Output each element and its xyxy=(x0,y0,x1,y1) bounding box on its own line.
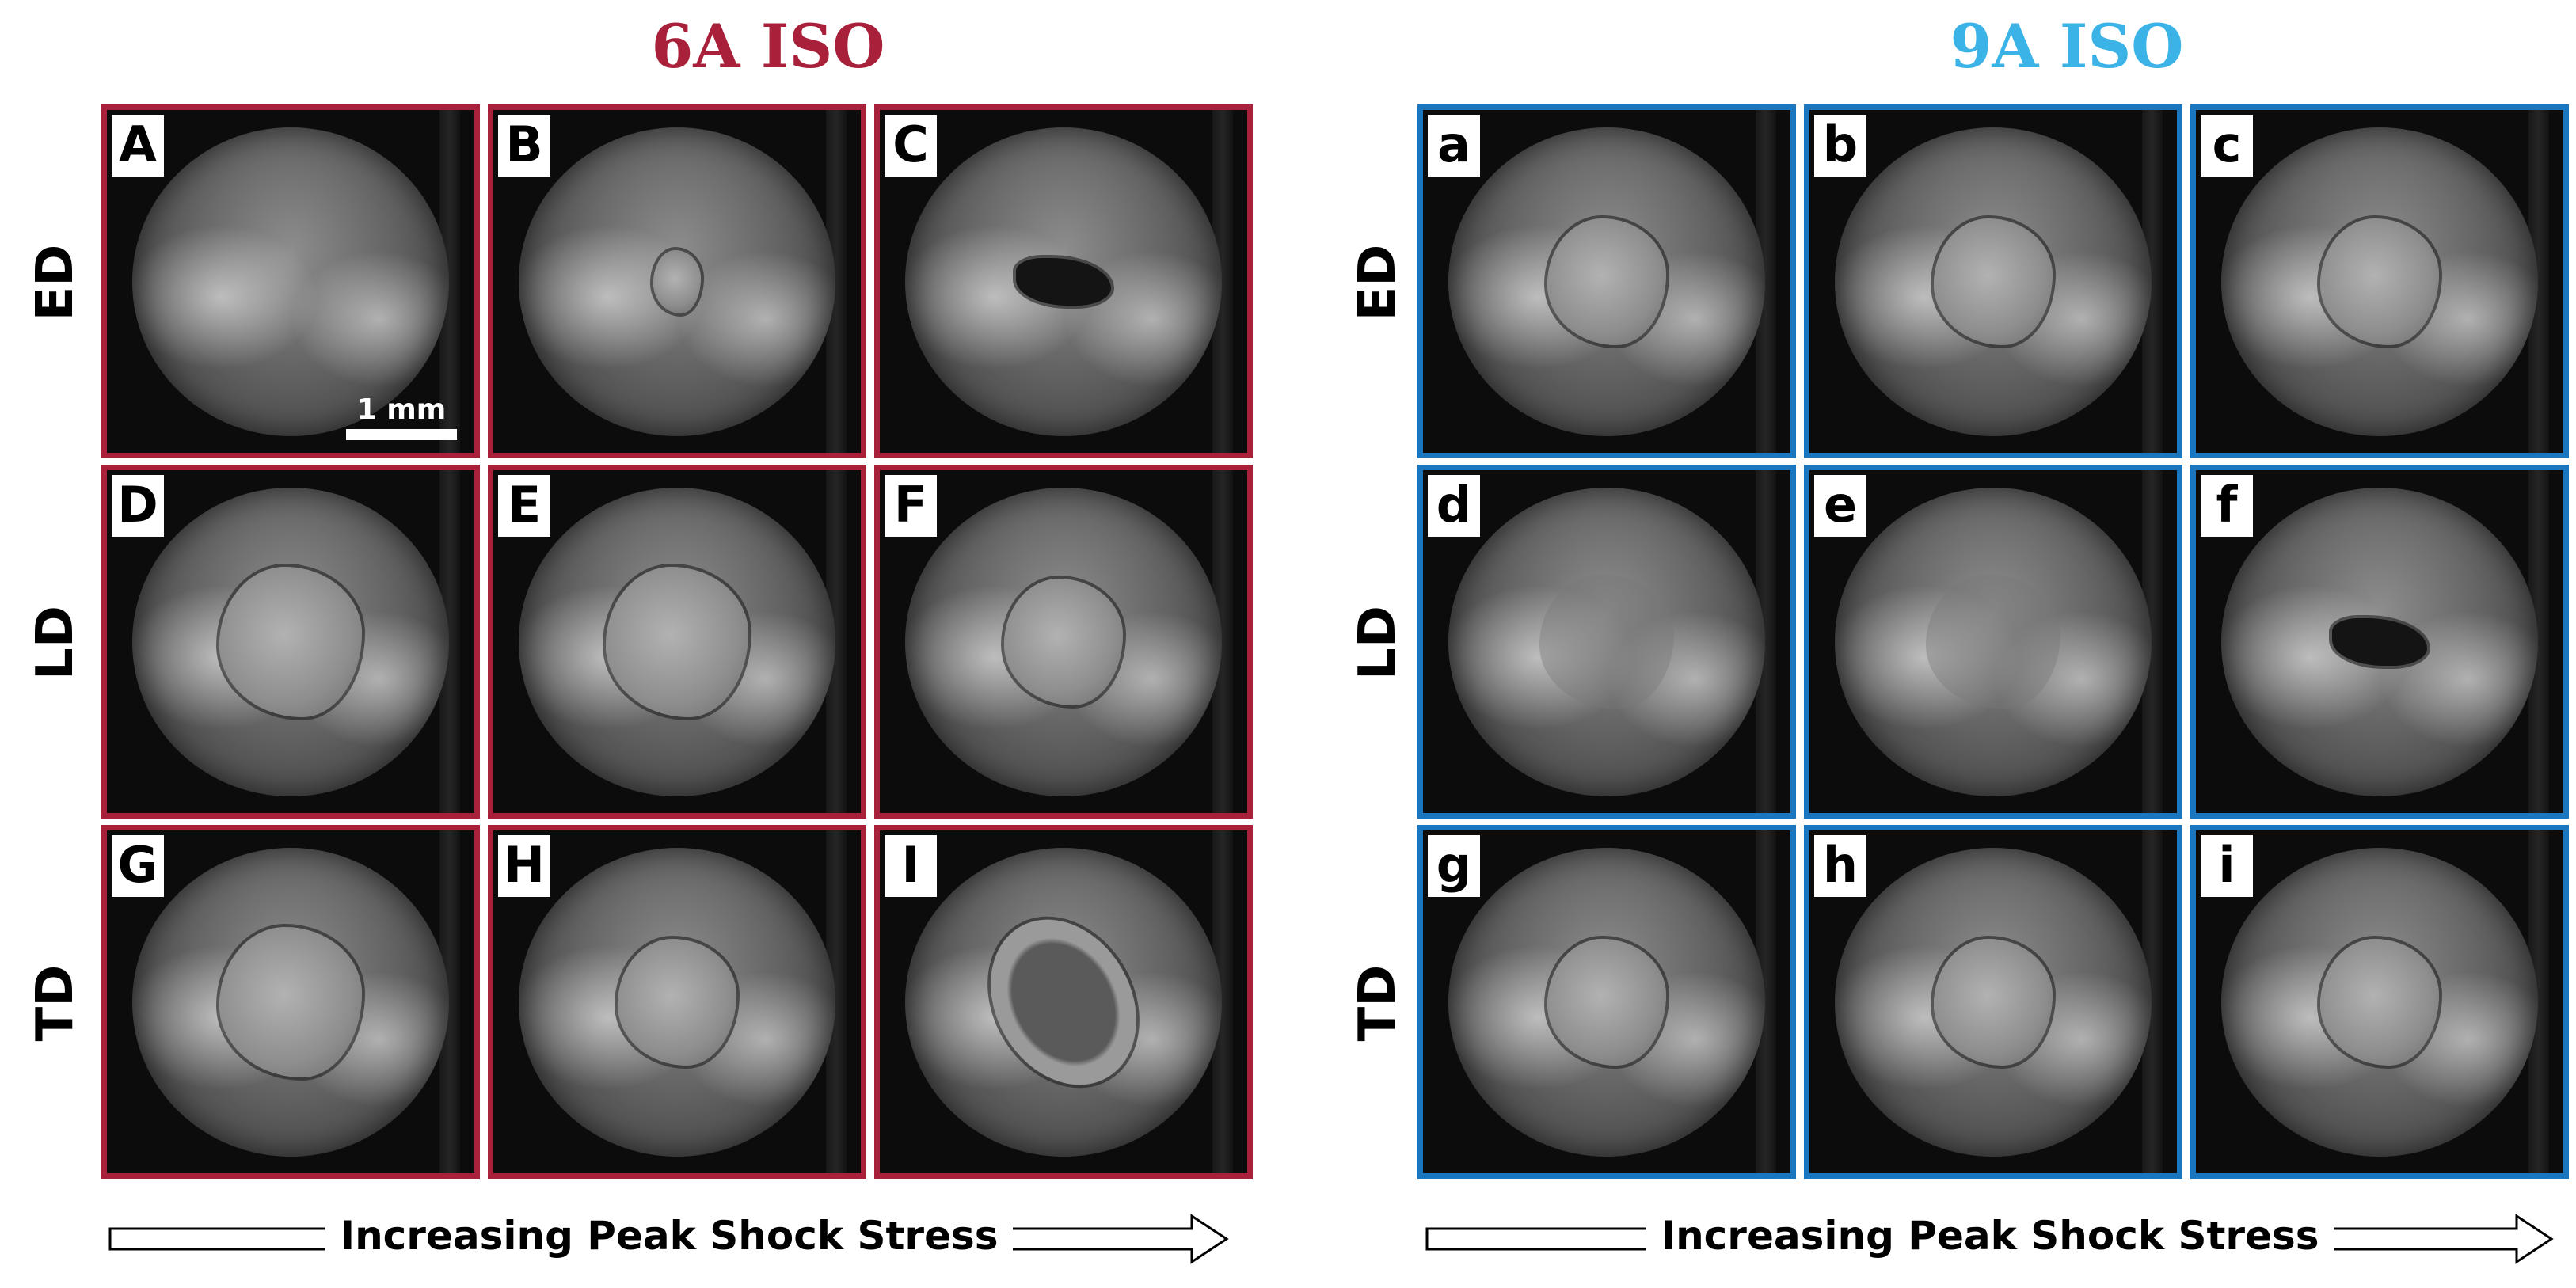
panel-label: G xyxy=(112,835,164,897)
panel-label: E xyxy=(498,475,550,537)
spall-region xyxy=(2320,218,2439,345)
panel-label: f xyxy=(2201,475,2253,537)
group-title-6a-iso: 6A ISO xyxy=(651,11,885,82)
panel-label: b xyxy=(1814,115,1866,177)
row-label-ld-right: LD xyxy=(1349,606,1407,680)
stress-arrow-right: Increasing Peak Shock Stress xyxy=(1424,1211,2556,1267)
panel-label: c xyxy=(2201,115,2253,177)
panel-B: B xyxy=(488,104,866,458)
panel-E: E xyxy=(488,465,866,819)
panel-label: B xyxy=(498,115,550,177)
panel-label: e xyxy=(1814,475,1866,537)
spall-region xyxy=(1926,574,2060,709)
panel-H: H xyxy=(488,825,866,1179)
panel-label: h xyxy=(1814,835,1866,897)
spall-region xyxy=(1934,218,2053,345)
panel-a: a xyxy=(1417,104,1796,458)
panel-i: i xyxy=(2190,825,2569,1179)
scale-bar-label: 1 mm xyxy=(356,393,447,426)
spall-region xyxy=(606,566,748,717)
panel-c: c xyxy=(2190,104,2569,458)
panel-G: G xyxy=(101,825,480,1179)
spall-region xyxy=(1547,938,1666,1066)
spall-region xyxy=(1539,574,1674,709)
group-title-9a-iso: 9A ISO xyxy=(1950,11,2184,82)
panel-label: d xyxy=(1428,475,1480,537)
panel-D: D xyxy=(101,465,480,819)
spall-region xyxy=(653,249,701,313)
arrow-label: Increasing Peak Shock Stress xyxy=(1646,1213,2334,1259)
panel-I: I xyxy=(874,825,1253,1179)
row-label-ed-left: ED xyxy=(26,244,85,321)
panel-label: I xyxy=(885,835,937,897)
stress-arrow-left: Increasing Peak Shock Stress xyxy=(107,1211,1231,1267)
arrow-label: Increasing Peak Shock Stress xyxy=(325,1213,1013,1259)
scale-bar: 1 mm xyxy=(346,393,457,440)
spall-region xyxy=(219,566,362,717)
panel-label: C xyxy=(885,115,937,177)
spall-region xyxy=(2320,938,2439,1066)
panel-grid-6a: A 1 mm B C D E F G H xyxy=(101,104,1253,1179)
panel-label: A xyxy=(112,115,164,177)
row-label-ld-left: LD xyxy=(26,606,85,680)
spall-region xyxy=(1547,218,1666,345)
panel-label: D xyxy=(112,475,164,537)
panel-C: C xyxy=(874,104,1253,458)
row-label-ed-right: ED xyxy=(1349,244,1407,321)
panel-F: F xyxy=(874,465,1253,819)
panel-label: H xyxy=(498,835,550,897)
panel-label: i xyxy=(2201,835,2253,897)
spall-region xyxy=(219,926,362,1077)
panel-b: b xyxy=(1804,104,2182,458)
sample-disc xyxy=(1835,487,2152,796)
spall-region xyxy=(1934,938,2053,1066)
panel-e: e xyxy=(1804,465,2182,819)
panel-f: f xyxy=(2190,465,2569,819)
panel-g: g xyxy=(1417,825,1796,1179)
panel-label: g xyxy=(1428,835,1480,897)
panel-h: h xyxy=(1804,825,2182,1179)
panel-grid-9a: a b c d e f g h i xyxy=(1417,104,2569,1179)
panel-label: F xyxy=(885,475,937,537)
spall-region xyxy=(1004,578,1123,705)
sample-disc xyxy=(1448,487,1765,796)
scale-bar-line xyxy=(346,429,457,440)
panel-d: d xyxy=(1417,465,1796,819)
row-label-td-right: TD xyxy=(1349,964,1407,1042)
spall-region xyxy=(618,938,736,1066)
panel-label: a xyxy=(1428,115,1480,177)
sample-disc xyxy=(132,127,449,436)
panel-A: A 1 mm xyxy=(101,104,480,458)
row-label-td-left: TD xyxy=(26,964,85,1042)
